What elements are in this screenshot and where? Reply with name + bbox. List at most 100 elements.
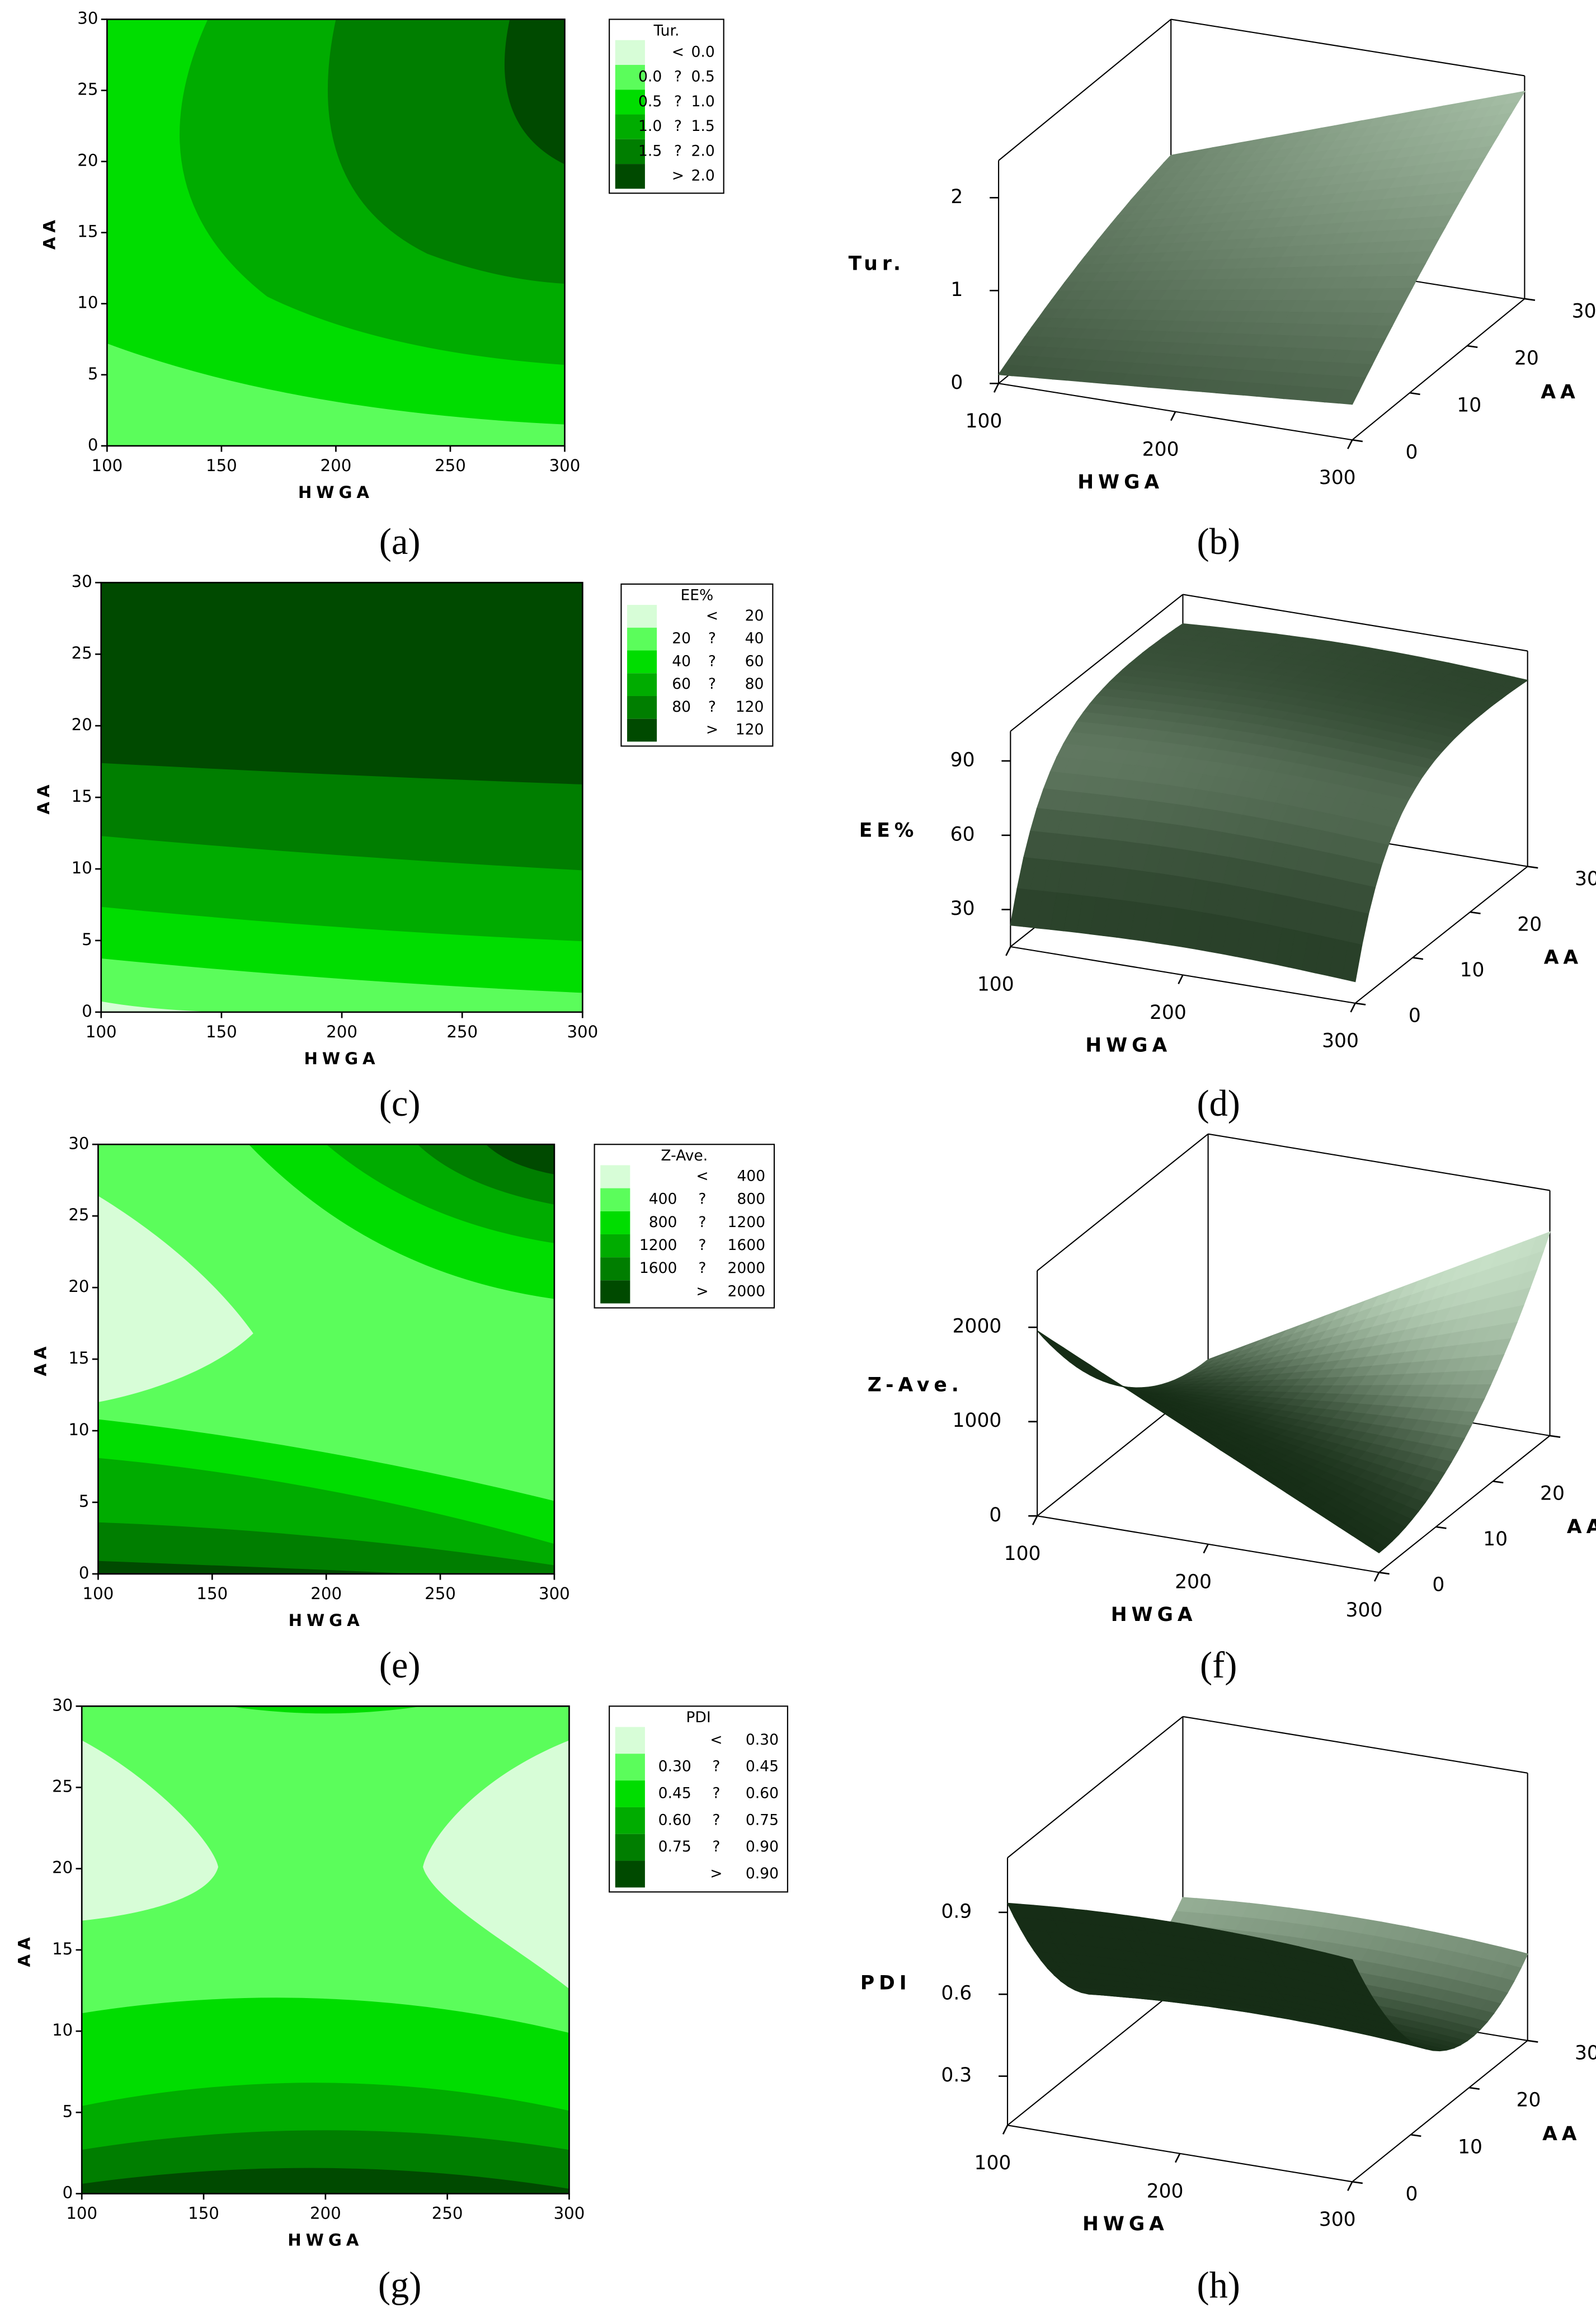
surface-patch xyxy=(1365,1539,1387,1554)
z-tick-label: 0.3 xyxy=(941,2064,972,2086)
legend-low: 400 xyxy=(649,1191,677,1208)
x-tick-label: 100 xyxy=(86,1022,117,1041)
y-axis-label: AA xyxy=(1567,1516,1596,1538)
x-axis-label: HWGA xyxy=(289,1611,364,1630)
y-tick-label: 5 xyxy=(63,2102,73,2121)
y-axis-line xyxy=(1352,2040,1528,2183)
y-tick-label: 20 xyxy=(1540,1483,1565,1505)
x-tick xyxy=(1347,439,1353,449)
legend-swatch xyxy=(600,1188,630,1211)
box-edge xyxy=(1007,1984,1184,2126)
legend-high: 1200 xyxy=(728,1214,766,1231)
legend-high: 2000 xyxy=(728,1282,766,1300)
box-edge xyxy=(1007,1716,1184,1859)
box-edge xyxy=(1183,594,1528,652)
y-tick-label: 15 xyxy=(72,787,92,806)
legend-symbol: > xyxy=(696,1282,708,1300)
legend-high: 400 xyxy=(737,1168,765,1185)
z-tick-label: 0.9 xyxy=(941,1900,972,1923)
x-tick-label: 150 xyxy=(206,456,237,475)
x-tick-label: 200 xyxy=(326,1022,357,1041)
box-edge xyxy=(1183,1716,1528,1774)
x-tick xyxy=(993,383,1000,393)
z-tick-label: 2 xyxy=(950,186,963,208)
x-tick-label: 150 xyxy=(188,2204,219,2223)
x-tick xyxy=(1203,1544,1209,1554)
legend-high: 120 xyxy=(736,698,764,716)
y-tick xyxy=(1470,911,1481,914)
y-tick-label: 30 xyxy=(77,9,98,28)
contour-region xyxy=(486,1144,554,1174)
legend-low: 0.75 xyxy=(658,1838,691,1855)
legend-low: 1200 xyxy=(639,1237,677,1254)
legend-high: 1.0 xyxy=(691,93,715,110)
x-axis-label: HWGA xyxy=(1082,2213,1169,2235)
legend-low: 1.0 xyxy=(638,118,662,135)
y-axis-line xyxy=(1352,298,1526,441)
box-edge xyxy=(1037,1133,1209,1271)
contour-region xyxy=(101,582,583,784)
y-tick-label: 20 xyxy=(1516,2089,1541,2111)
x-tick-label: 250 xyxy=(446,1022,478,1041)
legend-swatch xyxy=(615,90,645,115)
contour-region xyxy=(504,19,565,165)
legend-high: 0.5 xyxy=(691,68,715,86)
z-tick-label: 0.6 xyxy=(941,1982,972,2005)
x-tick-label: 100 xyxy=(966,410,1002,433)
legend-low: 0.45 xyxy=(658,1785,691,1802)
box-edge xyxy=(1208,1133,1550,1191)
legend-swatch xyxy=(600,1234,630,1258)
legend-symbol: < xyxy=(672,43,684,60)
legend-high: 0.30 xyxy=(746,1731,779,1749)
y-tick xyxy=(1409,392,1420,396)
legend-low: 1.5 xyxy=(638,142,662,159)
legend-swatch xyxy=(600,1257,630,1281)
x-axis-label: HWGA xyxy=(298,483,374,502)
panel-label: (e) xyxy=(379,1645,421,1686)
y-tick-label: 0 xyxy=(82,1002,92,1021)
legend-swatch xyxy=(615,1807,645,1834)
legend-low: 80 xyxy=(672,698,691,716)
legend-high: 800 xyxy=(737,1191,765,1208)
x-tick-label: 250 xyxy=(425,1584,456,1603)
y-tick-label: 30 xyxy=(68,1134,89,1153)
x-axis-label: HWGA xyxy=(1085,1035,1171,1057)
x-tick-label: 100 xyxy=(91,456,123,475)
x-tick-label: 200 xyxy=(1175,1571,1212,1593)
legend-symbol: < xyxy=(710,1731,722,1749)
legend-swatch xyxy=(600,1280,630,1304)
y-tick xyxy=(1352,2180,1363,2184)
y-tick xyxy=(1527,2039,1538,2043)
panel-label: (b) xyxy=(1197,521,1240,562)
legend-symbol: ? xyxy=(712,1838,720,1855)
panel-label: (g) xyxy=(378,2265,421,2306)
x-axis-label: HWGA xyxy=(304,1049,379,1068)
y-axis-label: AA xyxy=(31,1342,50,1376)
y-tick xyxy=(1378,1571,1390,1575)
legend-swatch xyxy=(615,164,645,189)
legend-swatch xyxy=(627,605,657,628)
surface-patch xyxy=(1341,941,1363,983)
panel-label: (d) xyxy=(1197,1083,1240,1124)
y-tick-label: 20 xyxy=(77,151,98,170)
x-tick xyxy=(1170,411,1176,421)
y-tick xyxy=(1524,298,1536,301)
z-tick-label: 90 xyxy=(950,749,975,771)
x-tick xyxy=(1174,2153,1181,2163)
legend-title: PDI xyxy=(686,1709,710,1726)
legend-swatch xyxy=(615,40,645,65)
z-axis-label: EE% xyxy=(859,820,919,842)
y-tick-label: 0 xyxy=(63,2183,73,2202)
y-tick-label: 10 xyxy=(1458,2136,1482,2159)
x-tick xyxy=(1178,974,1184,984)
y-tick xyxy=(1352,439,1363,443)
legend-high: 80 xyxy=(745,675,764,693)
legend-title: Tur. xyxy=(653,22,679,39)
legend-symbol: ? xyxy=(712,1811,720,1829)
y-tick xyxy=(1355,1002,1366,1005)
panel-label: (h) xyxy=(1197,2265,1240,2306)
y-tick-label: 15 xyxy=(52,1939,73,1958)
legend-high: 1.5 xyxy=(691,118,715,135)
box-edge xyxy=(1171,18,1525,77)
x-tick-label: 200 xyxy=(321,456,352,475)
